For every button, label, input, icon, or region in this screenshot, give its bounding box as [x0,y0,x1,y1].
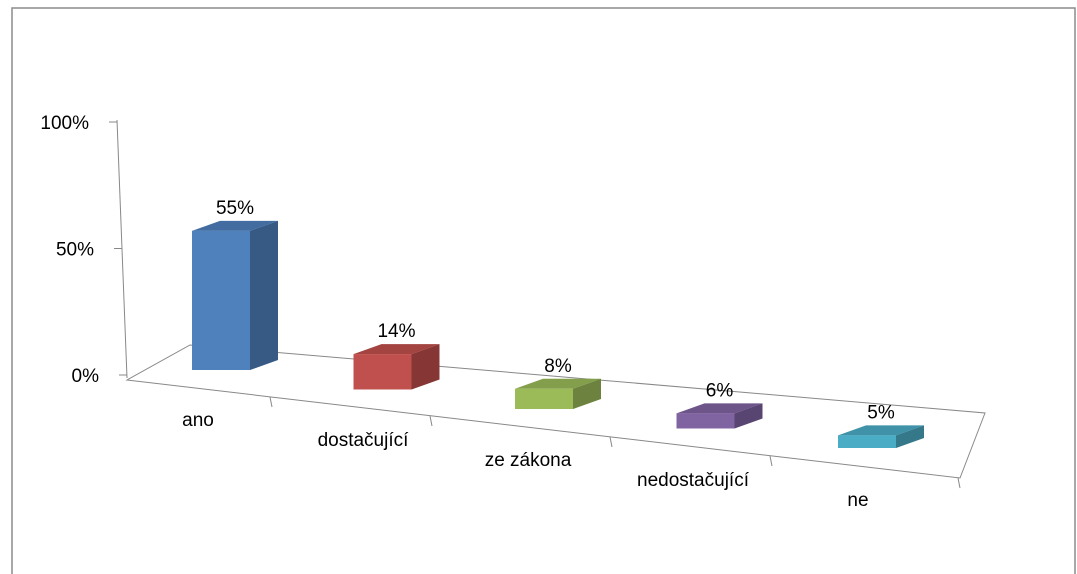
x-tick-label: ne [847,490,868,511]
bar-top [676,403,763,414]
bar-top-shade [515,378,601,389]
x-ticks [269,396,961,489]
value-label: 6% [706,380,734,401]
bar-side [573,378,601,409]
bar-side [250,220,278,370]
bar-top-shade [353,344,440,355]
x-tick-label: ano [182,410,214,431]
bar-side [734,403,763,429]
value-label: 8% [544,356,572,377]
bar-side-shade [250,220,278,370]
bar-front [515,388,573,409]
floor [125,344,986,479]
bar [515,378,601,409]
bar-side-shade [411,344,440,390]
bar-top [515,378,601,389]
bar-side-shade [896,425,924,448]
bar-side [896,425,924,448]
bar-top-shade [838,425,924,436]
chart-frame [11,7,1076,574]
bar-front [838,435,896,448]
x-tick-label: ze zákona [485,450,572,471]
bar-side-shade [734,403,763,429]
bar-side [411,344,440,390]
bar-front [676,413,735,429]
bar-top [353,344,440,355]
bar-top-shade [192,220,278,231]
bar [353,344,440,390]
y-tick-label: 50% [56,240,94,261]
x-tick-label: nedostačující [637,470,750,491]
value-label: 55% [216,198,254,219]
bar [838,425,924,448]
value-label: 5% [867,402,895,423]
bar-side-shade [573,378,601,409]
bar-front [353,354,412,390]
bar-top-shade [676,403,763,414]
bar [192,220,278,370]
bar-front [192,230,250,370]
bar-top [838,425,924,436]
bar [676,403,763,429]
y-tick-label: 0% [72,366,100,387]
x-tick-label: dostačující [318,430,410,451]
y-tick-label: 100% [40,113,89,134]
value-label: 14% [377,321,415,342]
bar-top [192,220,278,231]
